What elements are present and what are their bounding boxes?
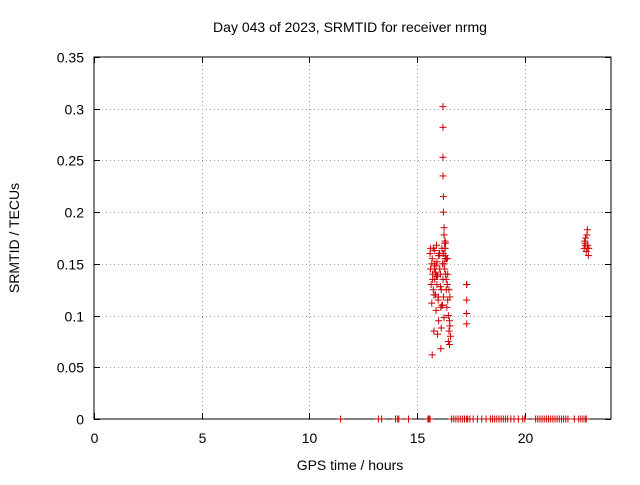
y-tick-label: 0.25 — [57, 153, 84, 169]
y-tick-label: 0.05 — [57, 360, 84, 376]
y-tick-label: 0.35 — [57, 50, 84, 66]
x-tick-label: 5 — [199, 430, 207, 446]
data-point — [445, 286, 453, 294]
chart-title: Day 043 of 2023, SRMTID for receiver nrm… — [213, 19, 487, 35]
data-point — [436, 270, 444, 278]
y-tick-label: 0.2 — [65, 205, 85, 221]
data-point — [439, 153, 447, 161]
data-point — [444, 337, 452, 345]
data-point — [463, 296, 471, 304]
data-point — [441, 244, 449, 252]
data-point — [439, 293, 447, 301]
data-point — [584, 252, 592, 260]
data-point — [441, 252, 449, 260]
data-point — [429, 244, 437, 252]
data-point — [437, 286, 445, 294]
data-point — [440, 224, 448, 232]
data-point — [430, 291, 438, 299]
x-axis-label: GPS time / hours — [297, 457, 404, 473]
data-point — [443, 281, 451, 289]
data-point — [445, 317, 453, 325]
data-point — [431, 268, 439, 276]
grid-lines — [94, 57, 611, 419]
data-point — [434, 296, 442, 304]
data-point — [442, 255, 450, 263]
x-tick-label: 15 — [410, 430, 426, 446]
data-point — [378, 415, 386, 423]
data-point — [395, 415, 403, 423]
data-point — [441, 265, 449, 273]
y-tick-label: 0 — [76, 412, 84, 428]
data-point — [437, 345, 445, 353]
data-point — [429, 286, 437, 294]
data-point — [445, 341, 453, 349]
data-point — [521, 415, 529, 423]
data-point — [440, 231, 448, 239]
x-tick-label: 10 — [302, 430, 318, 446]
x-tick-label: 0 — [91, 430, 99, 446]
data-point — [405, 415, 413, 423]
data-point — [444, 312, 452, 320]
data-point — [439, 103, 447, 111]
data-point — [433, 258, 441, 266]
y-tick-label: 0.3 — [65, 102, 85, 118]
data-point — [445, 327, 453, 335]
data-point — [582, 415, 590, 423]
data-point — [440, 260, 448, 268]
data-point — [432, 262, 440, 270]
data-point — [463, 320, 471, 328]
data-point — [440, 314, 448, 322]
data-point — [430, 327, 438, 335]
data-point — [337, 415, 345, 423]
data-point — [439, 208, 447, 216]
data-point — [439, 172, 447, 180]
data-point — [434, 330, 442, 338]
data-point — [443, 303, 451, 311]
data-point — [430, 265, 438, 273]
data-point — [436, 250, 444, 258]
data-point — [439, 123, 447, 131]
data-point — [439, 193, 447, 201]
data-point — [444, 270, 452, 278]
data-point — [442, 275, 450, 283]
data-point — [433, 281, 441, 289]
data-point — [438, 301, 446, 309]
data-point — [426, 415, 434, 423]
data-point — [581, 239, 589, 247]
data-point — [433, 241, 441, 249]
y-axis: 0 0.05 0.1 0.15 0.2 0.25 0.3 0.35 — [57, 50, 611, 428]
data-point — [463, 310, 471, 318]
scatter-points — [337, 103, 593, 423]
data-point — [583, 226, 591, 234]
data-point — [447, 332, 455, 340]
data-point — [433, 272, 441, 280]
y-axis-label: SRMTID / TECUs — [6, 183, 22, 293]
data-point — [583, 244, 591, 252]
data-point — [432, 306, 440, 314]
data-point — [446, 293, 454, 301]
data-point — [429, 275, 437, 283]
data-point — [428, 299, 436, 307]
data-point — [437, 324, 445, 332]
data-point — [564, 415, 572, 423]
plot-frame — [93, 56, 612, 420]
x-tick-label: 20 — [518, 430, 534, 446]
y-tick-label: 0.1 — [65, 309, 85, 325]
data-point — [428, 260, 436, 268]
y-tick-label: 0.15 — [57, 257, 84, 273]
data-point — [428, 351, 436, 359]
data-point — [463, 281, 471, 289]
data-point — [435, 317, 443, 325]
